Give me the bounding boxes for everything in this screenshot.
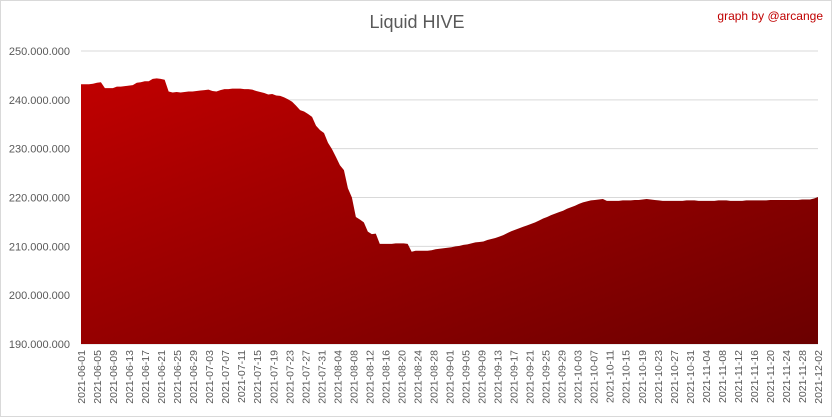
x-tick-label: 2021-07-15	[252, 350, 264, 404]
y-axis-ticks: 190.000.000 200.000.000 210.000.000 220.000…	[9, 46, 70, 351]
y-tick-label: 220.000.000	[9, 193, 70, 205]
x-tick-label: 2021-06-05	[92, 350, 104, 404]
x-tick-label: 2021-06-25	[172, 350, 184, 404]
x-tick-label: 2021-07-27	[300, 350, 312, 404]
x-tick-label: 2021-08-20	[396, 350, 408, 404]
chart-title: Liquid HIVE	[369, 12, 464, 32]
x-tick-label: 2021-06-09	[108, 350, 120, 404]
x-tick-label: 2021-10-19	[637, 350, 649, 404]
x-tick-label: 2021-11-16	[749, 350, 761, 403]
x-tick-label: 2021-06-21	[156, 350, 168, 404]
y-tick-label: 240.000.000	[9, 95, 70, 107]
x-tick-label: 2021-08-12	[364, 350, 376, 404]
x-tick-label: 2021-08-08	[348, 350, 360, 404]
x-tick-label: 2021-06-29	[188, 350, 200, 404]
x-tick-label: 2021-07-11	[236, 350, 248, 403]
y-tick-label: 190.000.000	[9, 339, 70, 351]
x-tick-label: 2021-09-25	[541, 350, 553, 404]
x-tick-label: 2021-09-05	[461, 350, 473, 404]
x-tick-label: 2021-11-12	[733, 350, 745, 403]
x-tick-label: 2021-10-03	[573, 350, 585, 404]
x-tick-label: 2021-10-15	[621, 350, 633, 404]
x-tick-label: 2021-08-28	[429, 350, 441, 404]
x-tick-label: 2021-07-07	[220, 350, 232, 404]
x-tick-label: 2021-11-28	[797, 350, 809, 403]
y-tick-label: 230.000.000	[9, 144, 70, 156]
x-tick-label: 2021-09-21	[525, 350, 537, 404]
x-tick-label: 2021-11-04	[701, 350, 713, 403]
y-tick-label: 200.000.000	[9, 290, 70, 302]
x-tick-label: 2021-07-23	[284, 350, 296, 404]
x-tick-label: 2021-10-11	[605, 350, 617, 403]
y-tick-label: 250.000.000	[9, 46, 70, 58]
x-tick-label: 2021-10-27	[669, 350, 681, 404]
x-tick-label: 2021-07-03	[204, 350, 216, 404]
x-tick-label: 2021-07-19	[268, 350, 280, 404]
x-tick-label: 2021-09-09	[477, 350, 489, 404]
x-tick-label: 2021-08-24	[413, 350, 425, 404]
x-tick-label: 2021-07-31	[316, 350, 328, 404]
x-tick-label: 2021-09-29	[557, 350, 569, 404]
x-tick-label: 2021-11-08	[717, 350, 729, 403]
x-tick-label: 2021-09-17	[509, 350, 521, 404]
x-tick-label: 2021-08-04	[332, 350, 344, 404]
x-tick-label: 2021-06-13	[124, 350, 136, 404]
area-series	[81, 78, 818, 344]
x-tick-label: 2021-10-23	[653, 350, 665, 404]
x-tick-label: 2021-11-24	[781, 350, 793, 403]
x-tick-label: 2021-11-20	[765, 350, 777, 403]
x-tick-label: 2021-10-31	[685, 350, 697, 404]
x-tick-label: 2021-06-17	[140, 350, 152, 404]
x-tick-label: 2021-09-13	[493, 350, 505, 404]
x-tick-label: 2021-09-01	[445, 350, 457, 404]
x-tick-label: 2021-08-16	[380, 350, 392, 404]
chart-credit: graph by @arcange	[717, 9, 823, 23]
x-tick-label: 2021-10-07	[589, 350, 601, 404]
x-tick-label: 2021-06-01	[76, 350, 88, 404]
x-tick-label: 2021-12-02	[813, 350, 825, 404]
y-tick-label: 210.000.000	[9, 241, 70, 253]
x-axis-ticks: 2021-06-01 2021-06-05 2021-06-09 2021-06-13…	[76, 350, 825, 404]
